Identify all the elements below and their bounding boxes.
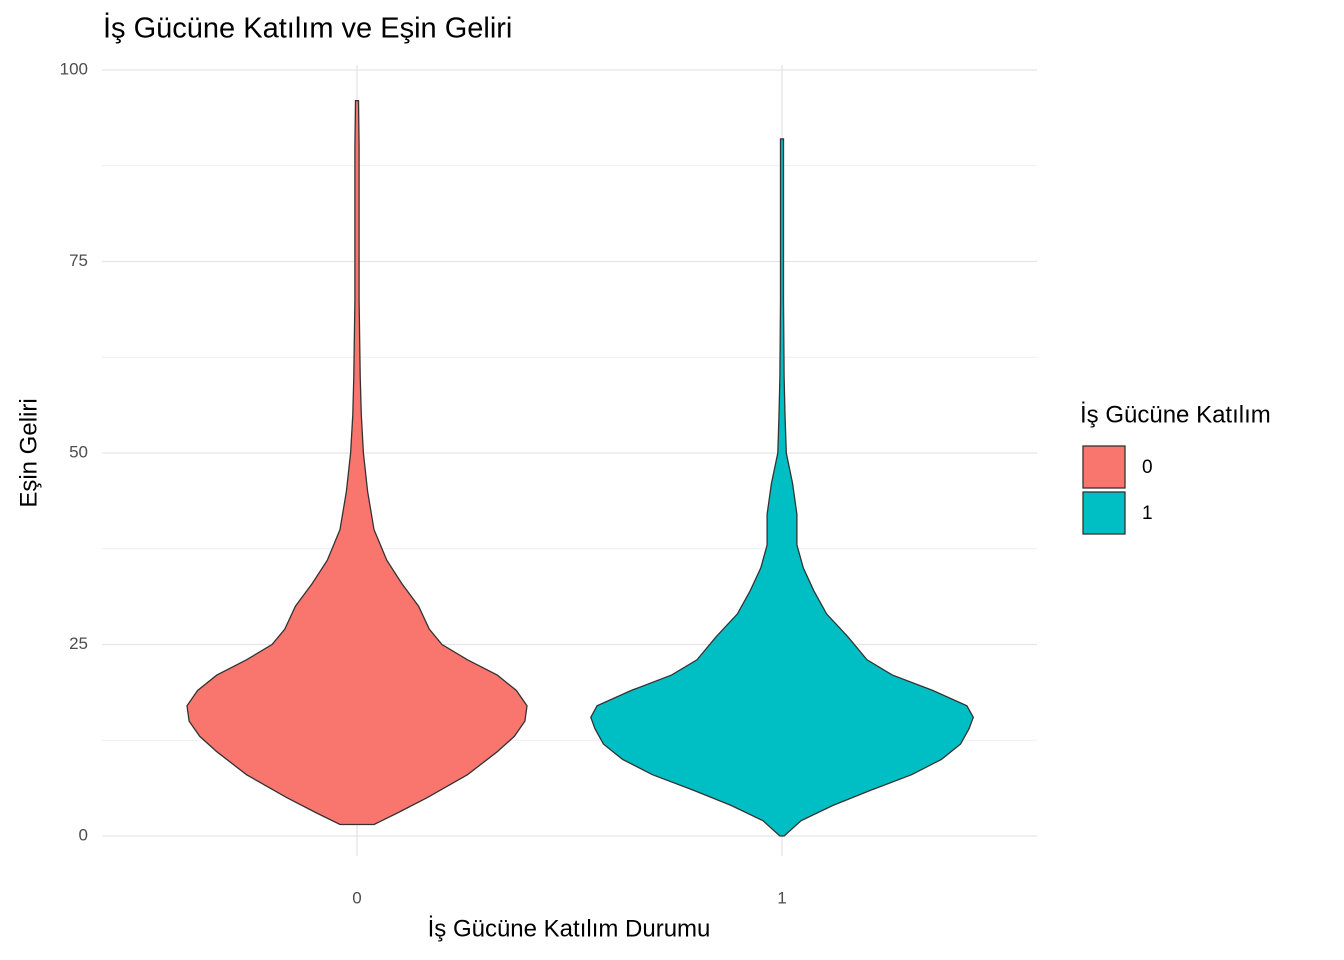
violin — [590, 138, 975, 837]
legend-key — [1082, 445, 1126, 489]
y-axis-label: Eşin Geliri — [15, 398, 42, 507]
y-tick-label: 50 — [69, 442, 88, 461]
violin — [186, 99, 528, 826]
y-tick-label: 75 — [69, 251, 88, 270]
x-axis-label: İş Gücüne Katılım Durumu — [428, 915, 711, 942]
legend-label: 0 — [1142, 457, 1153, 478]
y-tick-label: 100 — [60, 59, 88, 78]
x-tick-label: 1 — [777, 888, 786, 907]
y-tick-label: 0 — [79, 825, 88, 844]
legend-title: İş Gücüne Katılım — [1080, 401, 1271, 428]
legend-label: 1 — [1142, 503, 1153, 524]
x-tick-label: 0 — [352, 888, 361, 907]
chart-title: İş Gücüne Katılım ve Eşin Geliri — [103, 12, 512, 45]
legend-key — [1082, 491, 1126, 535]
y-tick-label: 25 — [69, 634, 88, 653]
